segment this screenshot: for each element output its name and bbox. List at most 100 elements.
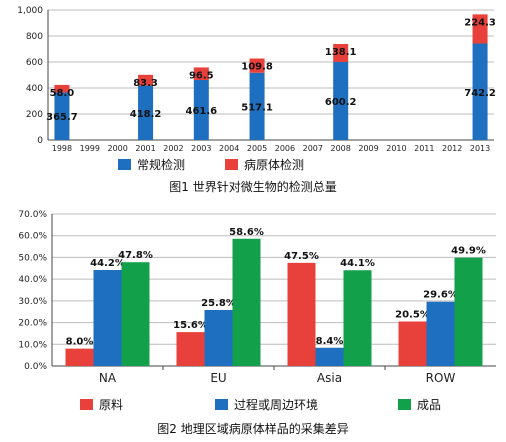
chart2-bar-series-0 [287,262,316,366]
legend-label-pathogen: 病原体检测 [244,158,305,172]
chart2-data-label-series-2: 49.9% [451,246,486,257]
chart2-xtick-label: NA [99,371,117,385]
chart2-bar-series-0 [65,348,94,366]
chart1-bar-pathogen [472,14,488,44]
chart1-xtick-label: 2001 [135,144,155,153]
chart2-legend: 原料 过程或周边环境 成品 [80,396,441,413]
chart1-bar-routine [54,92,70,140]
chart1-bar-routine [333,61,349,140]
chart1-ytick-label: 0 [37,136,43,146]
legend-item-routine: 常规检测 [118,156,185,173]
chart2-svg: 0.0% 10.0% 20.0% 30.0% 40.0% 50.0% 60.0% 70.0% N… [18,210,496,385]
chart1-bar-routine [249,72,265,140]
chart1-data-label-routine: 461.6 [185,106,217,117]
chart1-ytick-label: 1,000 [17,6,43,16]
figure2-caption: 图2 地理区域病原体样品的采集差异 [157,422,349,436]
legend-label-raw-material: 原料 [99,398,124,412]
chart2-bar-series-2 [121,262,150,366]
chart1-data-label-routine: 600.2 [325,97,357,108]
legend-label-finished-product: 成品 [417,398,442,412]
chart1-xtick-label: 2011 [414,144,434,153]
chart2-xtick-label: ROW [426,371,456,385]
legend-label-process-environment: 过程或周边环境 [234,398,319,412]
chart1-ytick-label: 600 [26,58,43,68]
chart1-data-label-routine: 517.1 [241,102,273,113]
chart2-xtick-label: EU [210,371,226,385]
chart1-data-label-pathogen: 224.3 [464,17,496,28]
chart1-data-label-pathogen: 58.0 [50,88,75,99]
chart2-ytick-label: 10.0% [18,340,47,350]
chart2-data-label-series-2: 44.1% [340,258,375,269]
figure1-caption: 图1 世界针对微生物的检测总量 [169,180,337,194]
chart1-ytick-label: 200 [26,110,43,120]
legend-swatch-raw-material [80,399,93,410]
chart2-bar-series-2 [232,238,261,366]
chart2-bar-series-0 [398,321,427,366]
chart2-bar-series-0 [176,332,205,366]
chart1-xtick-label: 2007 [303,144,323,153]
chart2-data-label-series-0: 47.5% [284,251,319,262]
chart2-data-label-series-2: 47.8% [118,250,153,261]
chart2-ytick-label: 50.0% [18,253,47,263]
chart1-svg: 0 200 400 600 800 1,000 1998 365.7 58.0 1999 2000 2… [17,6,496,153]
chart2-data-label-series-1: 29.6% [423,290,458,301]
chart1-data-label-pathogen: 83.3 [133,78,158,89]
chart1-xtick-label: 2006 [275,144,295,153]
chart2-data-label-series-1: 8.4% [316,336,344,347]
chart1-ytick-label: 400 [26,84,43,94]
chart1-xtick-label: 2010 [386,144,406,153]
legend-swatch-pathogen [225,159,239,170]
chart1-bar-pathogen [249,58,265,73]
chart1-xtick-label: 2013 [470,144,490,153]
chart2-bar-series-1 [426,301,455,366]
legend-item-pathogen: 病原体检测 [225,156,304,173]
legend-swatch-process-environment [215,399,229,410]
chart1-data-label-pathogen: 96.5 [189,70,214,81]
chart1-xtick-label: 2009 [358,144,378,153]
chart1-bar-pathogen [138,74,154,86]
chart2-bar-series-2 [454,257,483,366]
chart1-data-label-routine: 418.2 [130,109,162,120]
chart1-bar-pathogen [333,44,349,62]
legend-item-raw-material: 原料 [80,396,123,413]
chart2-ytick-label: 0.0% [24,362,47,372]
chart1-xtick-label: 2008 [331,144,351,153]
legend-label-routine: 常规检测 [137,158,186,172]
chart1-xtick-label: 2003 [191,144,211,153]
chart2-ytick-label: 30.0% [18,297,47,307]
chart1-ytick-label: 800 [26,32,43,42]
chart1-bar-pathogen [193,67,209,80]
legend-swatch-finished-product [398,399,412,410]
chart2-ytick-label: 40.0% [18,275,47,285]
chart1-xtick-label: 1998 [52,144,72,153]
chart2-data-label-series-1: 25.8% [201,298,236,309]
chart1-bar-pathogen [54,84,70,93]
legend-item-process-environment: 过程或周边环境 [215,396,318,413]
chart2-data-label-series-2: 58.6% [229,227,264,238]
chart1-xtick-label: 2002 [163,144,183,153]
chart-region-sampling-difference: 0.0% 10.0% 20.0% 30.0% 40.0% 50.0% 60.0% 70.0% N… [0,200,506,442]
chart1-data-label-pathogen: 109.8 [241,62,273,73]
chart1-xtick-label: 2000 [108,144,128,153]
chart2-bar-series-1 [93,270,122,366]
chart1-xtick-label: 2004 [219,144,239,153]
legend-item-finished-product: 成品 [398,396,441,413]
chart1-bar-routine [472,43,488,140]
chart1-bar-routine [138,85,154,140]
chart1-data-label-routine: 365.7 [46,112,78,123]
chart1-data-label-routine: 742.2 [464,88,496,99]
chart-microbial-testing-total: 0 200 400 600 800 1,000 1998 365.7 58.0 1999 2000 2… [0,0,506,200]
chart2-data-label-series-0: 15.6% [173,320,208,331]
chart1-xtick-label: 2005 [247,144,267,153]
chart2-data-label-series-0: 20.5% [395,309,430,320]
chart2-data-label-series-1: 44.2% [90,258,125,269]
chart1-xtick-label: 1999 [80,144,100,153]
chart2-ytick-label: 20.0% [18,319,47,329]
chart2-bar-series-1 [204,309,233,366]
chart2-data-label-series-0: 8.0% [66,337,94,348]
chart2-bar-series-1 [315,347,344,366]
chart1-data-label-pathogen: 138.1 [325,47,357,58]
chart1-bar-routine [193,79,209,140]
chart1-legend: 常规检测 病原体检测 [118,156,304,173]
chart2-ytick-label: 60.0% [18,232,47,242]
